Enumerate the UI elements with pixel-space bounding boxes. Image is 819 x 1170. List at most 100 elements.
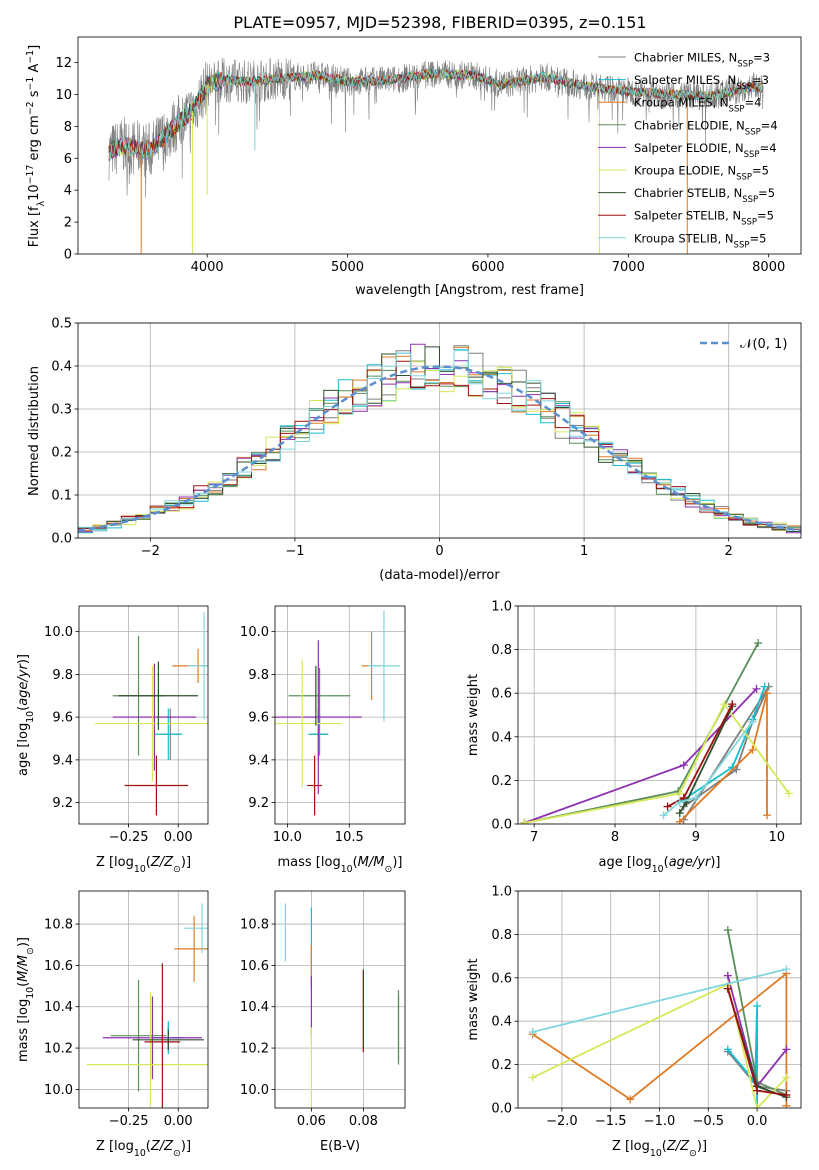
label-part: −1 bbox=[25, 50, 36, 64]
errorbar-point bbox=[132, 1029, 205, 1051]
mass_vs_EBV-frame: 0.06 0.08 10.0 10.2 10.4 10.6 10.8 E(B-V) bbox=[240, 890, 406, 1154]
histogram-legend: 𝒩(0, 1) bbox=[700, 337, 787, 352]
y-tick-label: 8 bbox=[64, 120, 72, 135]
label-part: age/yr bbox=[669, 855, 712, 870]
x-tick-label: 8000 bbox=[752, 260, 785, 275]
label-part: ] bbox=[27, 45, 42, 50]
legend-sub: SSP bbox=[741, 218, 757, 228]
y-tick-label: 0.0 bbox=[491, 818, 512, 833]
label-part: 10 bbox=[134, 864, 146, 875]
figure-title: PLATE=0957, MJD=52398, FIBERID=0395, z=0… bbox=[233, 13, 646, 32]
y-tick-label: 0.2 bbox=[51, 446, 72, 461]
legend-tail: =5 bbox=[757, 209, 774, 223]
label-part: )] bbox=[16, 937, 31, 947]
legend-base: Kroupa STELIB, N bbox=[634, 231, 734, 245]
weight-series-marker bbox=[723, 1045, 732, 1054]
legend-entry: Chabrier MILES, NSSP=3 bbox=[634, 51, 770, 70]
legend-tail: =5 bbox=[758, 186, 775, 200]
y-tick-label: 6 bbox=[64, 152, 72, 167]
spectrum-x-label: wavelength [Angstrom, rest frame] bbox=[355, 283, 584, 298]
legend-sub: SSP bbox=[737, 60, 753, 70]
y-tick-label: 10 bbox=[55, 88, 72, 103]
age_vs_Z-x-label: Z [log10(Z/Z⊙)] bbox=[96, 855, 191, 875]
legend-base: Kroupa MILES, N bbox=[634, 96, 729, 110]
weight-series-marker bbox=[754, 639, 763, 648]
weight-series-marker bbox=[753, 1002, 762, 1011]
y-tick-label: 0.6 bbox=[491, 687, 512, 702]
weight-series-marker bbox=[679, 761, 688, 770]
spectrum-axes-frame bbox=[77, 36, 802, 255]
errorbar-point bbox=[112, 663, 197, 771]
legend-tail: =5 bbox=[752, 164, 769, 178]
weight-series-marker bbox=[784, 789, 793, 798]
weight-series-marker bbox=[659, 811, 668, 820]
age_vs_mass-frame: 10.0 10.5 9.2 9.4 9.6 9.8 10.0 mass [log10(M/M⊙… bbox=[240, 605, 406, 875]
y-tick-label: 0.4 bbox=[491, 730, 512, 745]
massweight_vs_age-axes bbox=[518, 605, 801, 825]
label-part: Z/Z bbox=[666, 1139, 690, 1154]
spectrum-frame: 4000 5000 6000 7000 8000 0 2 4 6 8 10 12 wavelength … bbox=[25, 36, 802, 298]
label-part: age [log bbox=[16, 723, 31, 776]
errorbar-point bbox=[307, 755, 323, 816]
legend-base: Chabrier ELODIE, N bbox=[634, 118, 745, 132]
y-tick-label: 0.1 bbox=[51, 489, 72, 504]
weight-series-marker bbox=[748, 717, 757, 726]
label-part: −2 bbox=[25, 101, 36, 115]
age_vs_mass-axes bbox=[275, 606, 405, 824]
legend-sub: SSP bbox=[736, 82, 752, 92]
massweight_vs_Z-y-label: mass weight bbox=[466, 958, 481, 1040]
mass_vs_Z-y-label: mass [log10(M/M⊙)] bbox=[16, 937, 36, 1062]
label-part: ⊙ bbox=[689, 1148, 697, 1159]
label-part: ( bbox=[662, 1139, 667, 1154]
legend-tail: =4 bbox=[744, 96, 761, 110]
legend-tail: =4 bbox=[760, 141, 777, 155]
y-tick-label: 2 bbox=[64, 216, 72, 231]
x-tick-label: −2.0 bbox=[546, 1114, 578, 1129]
spectrum-plot bbox=[108, 57, 764, 254]
legend-base: Salpeter MILES, N bbox=[634, 73, 736, 87]
label-part: 10 bbox=[27, 184, 42, 201]
weight-series-marker bbox=[748, 745, 757, 754]
label-part: E(B-V) bbox=[320, 1139, 360, 1154]
weight-series-marker bbox=[763, 811, 772, 820]
weight-series-marker bbox=[675, 789, 684, 798]
spectrum-model-line bbox=[108, 68, 763, 160]
label-part: Z [log bbox=[96, 1139, 134, 1154]
errorbar-point bbox=[124, 755, 189, 816]
weight-series-marker bbox=[723, 984, 732, 993]
errorbar-point bbox=[118, 661, 199, 730]
y-tick-label: 10.0 bbox=[44, 1083, 73, 1098]
x-tick-label: 7 bbox=[530, 830, 538, 845]
mass_vs_EBV-axes-frame bbox=[274, 890, 406, 1109]
y-tick-label: 10.4 bbox=[44, 1000, 73, 1015]
legend-sub: SSP bbox=[729, 105, 745, 115]
label-part: 10 bbox=[25, 987, 36, 999]
age_vs_mass-x-label: mass [log10(M/M⊙)] bbox=[278, 855, 403, 875]
label-part: ⊙ bbox=[25, 947, 36, 955]
y-tick-label: 10.6 bbox=[44, 959, 73, 974]
weight-series-marker bbox=[763, 689, 772, 698]
massweight_vs_age-axes-frame bbox=[517, 605, 802, 825]
age_vs_Z-plot bbox=[94, 612, 208, 816]
legend-tail: =4 bbox=[761, 118, 778, 132]
x-tick-label: 1 bbox=[580, 544, 588, 559]
label-part: 10 bbox=[650, 1148, 662, 1159]
label-part: λ bbox=[36, 200, 47, 206]
weight-series-marker bbox=[753, 1104, 762, 1108]
label-part: ⊙ bbox=[384, 864, 392, 875]
x-tick-label: −0.25 bbox=[109, 830, 149, 845]
legend-base: Chabrier STELIB, N bbox=[634, 186, 742, 200]
y-tick-label: 9.4 bbox=[52, 753, 73, 768]
weight-series-marker bbox=[723, 926, 732, 935]
legend-entry: Salpeter MILES, NSSP=3 bbox=[634, 73, 769, 92]
y-tick-label: 0.3 bbox=[51, 403, 72, 418]
weight-series-marker bbox=[782, 965, 791, 974]
y-tick-label: 10.8 bbox=[44, 918, 73, 933]
label-part: ( bbox=[664, 855, 669, 870]
massweight_vs_age-x-label: age [log10(age/yr)] bbox=[598, 855, 720, 875]
x-tick-label: 0.06 bbox=[297, 1114, 326, 1129]
x-tick-label: 7000 bbox=[612, 260, 645, 275]
weight-series-marker bbox=[782, 1090, 791, 1099]
